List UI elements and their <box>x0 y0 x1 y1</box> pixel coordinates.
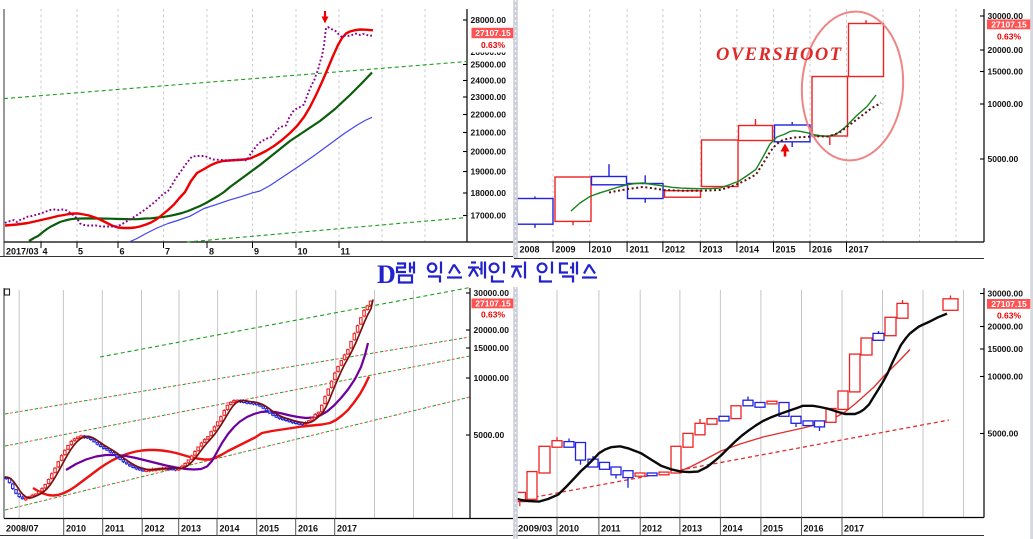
svg-text:OVERSHOOT: OVERSHOOT <box>716 45 843 65</box>
svg-text:24000.00: 24000.00 <box>471 76 507 86</box>
svg-text:D: D <box>377 260 396 289</box>
svg-text:2012: 2012 <box>642 524 662 534</box>
svg-text:2015: 2015 <box>763 524 783 534</box>
svg-text:0.63%: 0.63% <box>481 40 506 50</box>
svg-text:11: 11 <box>341 247 351 257</box>
svg-text:2014: 2014 <box>723 524 743 534</box>
svg-text:6: 6 <box>120 247 125 257</box>
svg-text:10: 10 <box>298 247 308 257</box>
svg-text:2011: 2011 <box>601 524 621 534</box>
svg-text:20000.00: 20000.00 <box>471 147 507 157</box>
svg-text:25000.00: 25000.00 <box>471 60 507 70</box>
svg-text:0.63%: 0.63% <box>997 32 1022 42</box>
svg-text:20000.00: 20000.00 <box>474 325 510 335</box>
svg-text:17000.00: 17000.00 <box>471 211 507 221</box>
svg-text:2010: 2010 <box>559 524 579 534</box>
svg-text:2016: 2016 <box>298 524 318 534</box>
svg-text:9: 9 <box>254 247 259 257</box>
svg-text:8: 8 <box>209 247 214 257</box>
svg-text:27107.15: 27107.15 <box>991 299 1027 309</box>
svg-text:10000.00: 10000.00 <box>988 372 1024 382</box>
svg-text:2010: 2010 <box>592 245 612 255</box>
svg-text:7: 7 <box>165 247 170 257</box>
svg-text:20000.00: 20000.00 <box>988 322 1024 332</box>
svg-text:5000.00: 5000.00 <box>474 430 505 440</box>
svg-text:28000.00: 28000.00 <box>471 15 507 25</box>
svg-text:2014: 2014 <box>739 245 759 255</box>
svg-text:0.63%: 0.63% <box>997 311 1022 321</box>
svg-text:10000.00: 10000.00 <box>474 373 510 383</box>
svg-text:22000.00: 22000.00 <box>471 110 507 120</box>
svg-text:5000.00: 5000.00 <box>988 429 1019 439</box>
svg-text:2009/03: 2009/03 <box>518 524 552 535</box>
svg-text:2016: 2016 <box>812 245 832 255</box>
svg-text:2013: 2013 <box>181 524 201 534</box>
svg-text:2011: 2011 <box>630 245 650 255</box>
svg-text:2017: 2017 <box>337 524 357 534</box>
svg-text:2017/03: 2017/03 <box>6 247 39 257</box>
svg-text:2011: 2011 <box>105 524 125 534</box>
svg-text:2012: 2012 <box>145 524 165 534</box>
svg-text:23000.00: 23000.00 <box>471 92 507 102</box>
svg-text:19000.00: 19000.00 <box>471 167 507 177</box>
svg-text:30000.00: 30000.00 <box>988 289 1024 299</box>
svg-text:20000.00: 20000.00 <box>988 45 1024 55</box>
svg-text:2008/07: 2008/07 <box>6 524 39 534</box>
svg-text:27107.15: 27107.15 <box>475 28 511 38</box>
svg-text:30000.00: 30000.00 <box>988 11 1024 21</box>
svg-text:5: 5 <box>78 247 83 257</box>
svg-text:15000.00: 15000.00 <box>988 344 1024 354</box>
svg-text:2009: 2009 <box>556 245 576 255</box>
svg-text:27107.15: 27107.15 <box>475 299 511 309</box>
svg-text:2016: 2016 <box>804 524 824 534</box>
svg-text:10000.00: 10000.00 <box>988 99 1024 109</box>
svg-text:2014: 2014 <box>220 524 240 534</box>
svg-text:15000.00: 15000.00 <box>474 343 510 353</box>
svg-text:2013: 2013 <box>682 524 702 534</box>
svg-text:2017: 2017 <box>849 245 869 255</box>
svg-text:30000.00: 30000.00 <box>474 288 510 298</box>
svg-text:2017: 2017 <box>844 524 864 534</box>
svg-text:0.63%: 0.63% <box>481 310 506 320</box>
svg-text:2012: 2012 <box>665 245 685 255</box>
svg-text:2013: 2013 <box>703 245 723 255</box>
svg-text:5000.00: 5000.00 <box>988 154 1019 164</box>
svg-text:2008: 2008 <box>520 245 540 255</box>
svg-text:2010: 2010 <box>66 524 86 534</box>
svg-text:27107.15: 27107.15 <box>991 20 1027 30</box>
svg-text:2015: 2015 <box>776 245 796 255</box>
svg-text:15000.00: 15000.00 <box>988 67 1024 77</box>
svg-text:18000.00: 18000.00 <box>471 188 507 198</box>
svg-text:2015: 2015 <box>259 524 279 534</box>
svg-text:4: 4 <box>43 247 48 257</box>
svg-text:21000.00: 21000.00 <box>471 128 507 138</box>
